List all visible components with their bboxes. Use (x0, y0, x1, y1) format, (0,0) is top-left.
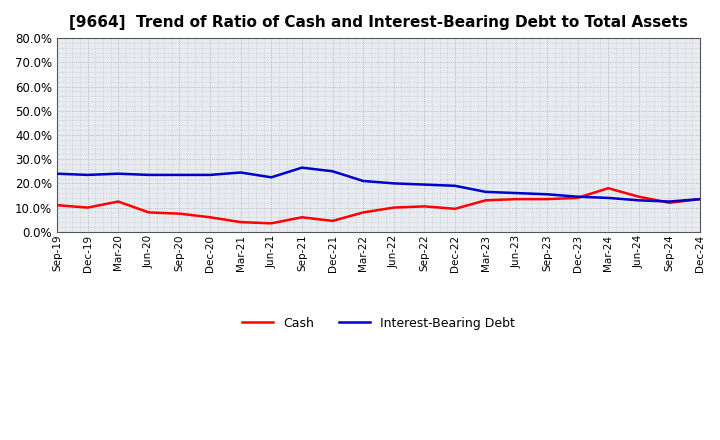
Interest-Bearing Debt (145, 172, 153, 178)
Interest-Bearing Debt (696, 197, 704, 202)
Interest-Bearing Debt (53, 171, 61, 176)
Cash (696, 197, 704, 202)
Cash (573, 195, 582, 201)
Cash (359, 210, 367, 215)
Interest-Bearing Debt (84, 172, 92, 178)
Interest-Bearing Debt (634, 198, 643, 203)
Interest-Bearing Debt (512, 191, 521, 196)
Interest-Bearing Debt (482, 189, 490, 194)
Interest-Bearing Debt (604, 195, 613, 201)
Cash (175, 211, 184, 216)
Interest-Bearing Debt (297, 165, 306, 170)
Interest-Bearing Debt (665, 199, 674, 204)
Title: [9664]  Trend of Ratio of Cash and Interest-Bearing Debt to Total Assets: [9664] Trend of Ratio of Cash and Intere… (69, 15, 688, 30)
Cash (297, 215, 306, 220)
Interest-Bearing Debt (267, 175, 276, 180)
Interest-Bearing Debt (543, 192, 552, 197)
Legend: Cash, Interest-Bearing Debt: Cash, Interest-Bearing Debt (237, 312, 520, 335)
Interest-Bearing Debt (114, 171, 122, 176)
Line: Cash: Cash (57, 188, 700, 224)
Interest-Bearing Debt (359, 178, 367, 183)
Cash (604, 186, 613, 191)
Interest-Bearing Debt (206, 172, 215, 178)
Cash (665, 200, 674, 205)
Line: Interest-Bearing Debt: Interest-Bearing Debt (57, 168, 700, 202)
Cash (206, 215, 215, 220)
Cash (451, 206, 459, 212)
Interest-Bearing Debt (175, 172, 184, 178)
Cash (634, 194, 643, 199)
Cash (543, 197, 552, 202)
Interest-Bearing Debt (451, 183, 459, 188)
Cash (512, 197, 521, 202)
Cash (236, 220, 245, 225)
Cash (482, 198, 490, 203)
Cash (420, 204, 428, 209)
Interest-Bearing Debt (236, 170, 245, 175)
Cash (114, 199, 122, 204)
Cash (145, 210, 153, 215)
Interest-Bearing Debt (420, 182, 428, 187)
Interest-Bearing Debt (573, 194, 582, 199)
Interest-Bearing Debt (328, 169, 337, 174)
Cash (390, 205, 398, 210)
Cash (84, 205, 92, 210)
Cash (328, 218, 337, 224)
Cash (53, 202, 61, 208)
Cash (267, 221, 276, 226)
Interest-Bearing Debt (390, 181, 398, 186)
